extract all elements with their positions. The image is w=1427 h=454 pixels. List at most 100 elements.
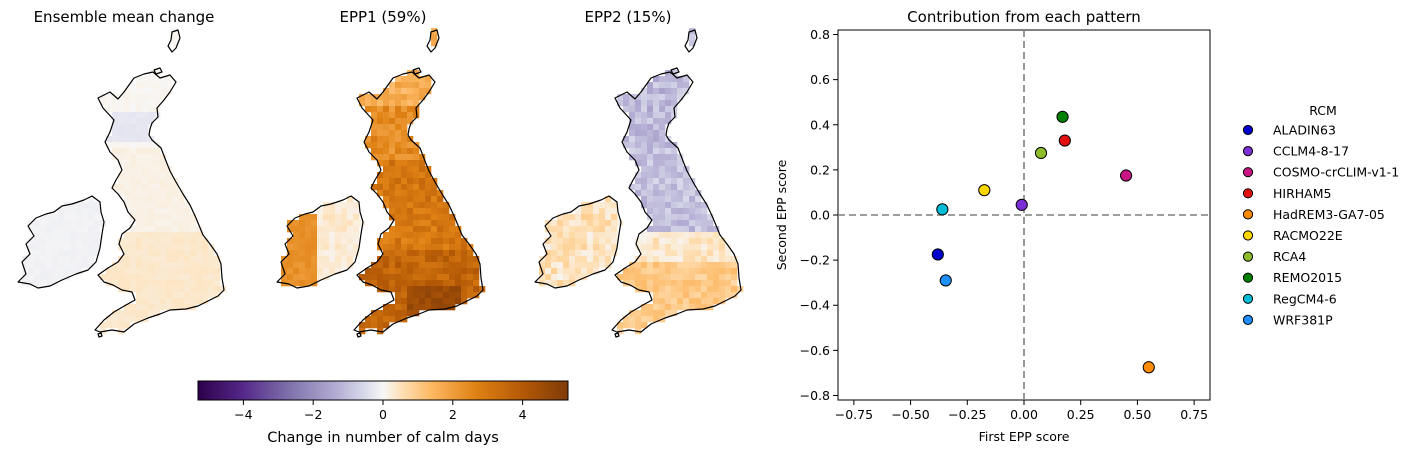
map-cell: [653, 160, 660, 167]
map-cell: [443, 274, 450, 281]
map-cell: [695, 304, 702, 311]
map-cell: [449, 214, 456, 221]
map-cell: [689, 298, 696, 305]
map-cell: [130, 262, 137, 269]
map-cell: [581, 250, 588, 257]
y-tick-label: −0.4: [800, 298, 830, 313]
map-cell: [437, 286, 444, 293]
map-cell: [659, 274, 666, 281]
map-cell: [671, 220, 678, 227]
map-cell: [166, 196, 173, 203]
map-cell: [142, 166, 149, 173]
map-cell: [437, 190, 444, 197]
map-cell: [701, 202, 708, 209]
map-cell: [58, 226, 65, 233]
map-cell: [311, 238, 318, 245]
colorbar-label: Change in number of calm days: [267, 430, 499, 446]
map-cell: [383, 112, 390, 119]
map-cell: [713, 250, 720, 257]
map-cell: [707, 262, 714, 269]
map-cell: [587, 226, 594, 233]
map-cell: [395, 244, 402, 251]
legend-label: HadREM3-GA7-05: [1273, 207, 1385, 222]
map-cell: [413, 172, 420, 179]
map-cell: [395, 106, 402, 113]
map-cell: [130, 208, 137, 215]
map-cell: [52, 250, 59, 257]
map-cell: [148, 154, 155, 161]
map-cell: [563, 220, 570, 227]
map-cell: [389, 118, 396, 125]
map-cell: [575, 238, 582, 245]
map-cell: [142, 286, 149, 293]
map-cell: [665, 214, 672, 221]
map-cell: [377, 160, 384, 167]
map-cell: [647, 100, 654, 107]
map-cell: [106, 94, 113, 101]
map-cell: [731, 292, 738, 299]
legend-marker: [1242, 230, 1254, 241]
map-cell: [671, 268, 678, 275]
map-cell: [407, 262, 414, 269]
map-cell: [130, 172, 137, 179]
map-cell: [52, 214, 59, 221]
map-cell: [184, 274, 191, 281]
map-cell: [659, 208, 666, 215]
map-cell: [130, 310, 137, 317]
map-cell: [689, 40, 696, 47]
map-cell: [178, 244, 185, 251]
map-cell: [329, 250, 336, 257]
map-cell: [395, 160, 402, 167]
map-cell: [52, 244, 59, 251]
map-cell: [677, 184, 684, 191]
map-cell: [677, 76, 684, 83]
map-cell: [196, 238, 203, 245]
map-cell: [154, 160, 161, 167]
map-cell: [461, 262, 468, 269]
map-cell: [136, 106, 143, 113]
map-cell: [581, 268, 588, 275]
map-cell: [347, 208, 354, 215]
map-cell: [467, 280, 474, 287]
map-cell: [34, 280, 41, 287]
map-cell: [178, 238, 185, 245]
map-cell: [148, 94, 155, 101]
map-cell: [449, 220, 456, 227]
map-cell: [124, 94, 131, 101]
map-cell: [142, 76, 149, 83]
map-cell: [641, 202, 648, 209]
map-cell: [641, 238, 648, 245]
map-cell: [184, 286, 191, 293]
map-cell: [659, 130, 666, 137]
map-cell: [629, 274, 636, 281]
map-cell: [689, 268, 696, 275]
map-cell: [557, 244, 564, 251]
map-cell: [323, 256, 330, 263]
map-cell: [419, 190, 426, 197]
map-cell: [425, 190, 432, 197]
map-cell: [725, 274, 732, 281]
map-cell: [178, 226, 185, 233]
map-cell: [401, 76, 408, 83]
map-cell: [707, 220, 714, 227]
map-cell: [142, 310, 149, 317]
map-cell: [395, 232, 402, 239]
map-cell: [473, 262, 480, 269]
map-cell: [419, 202, 426, 209]
map-cell: [70, 208, 77, 215]
map-cell: [431, 208, 438, 215]
map-cell: [46, 256, 53, 263]
map-cell: [443, 304, 450, 311]
map-cell: [653, 184, 660, 191]
map-cell: [118, 274, 125, 281]
legend-label: CCLM4-8-17: [1273, 144, 1349, 159]
legend: RCM ALADIN63CCLM4-8-17COSMO-crCLIM-v1-1H…: [1242, 103, 1399, 327]
map-cell: [305, 280, 312, 287]
map-cell: [124, 244, 131, 251]
map-cell: [659, 226, 666, 233]
map-cell: [100, 274, 107, 281]
colorbar-ticks: −4 −2 0 2 4: [234, 400, 527, 422]
map-cell: [647, 88, 654, 95]
map-cell: [587, 238, 594, 245]
map-cell: [437, 220, 444, 227]
